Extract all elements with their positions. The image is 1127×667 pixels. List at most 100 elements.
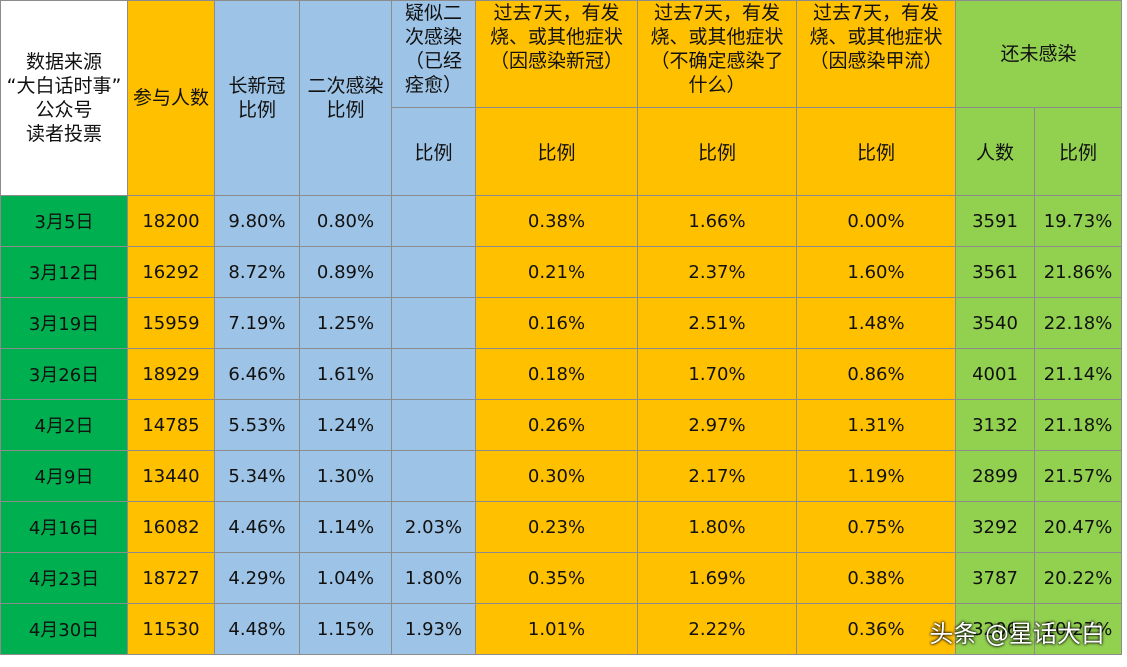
data-cell: 8.72% xyxy=(214,246,300,298)
data-cell xyxy=(391,399,476,451)
data-cell: 1.60% xyxy=(796,246,956,298)
header-line: 过去7天，有发 xyxy=(493,2,620,24)
data-cell: 1.61% xyxy=(299,348,392,400)
data-cell: 5.53% xyxy=(214,399,300,451)
data-cell: 2.37% xyxy=(637,246,797,298)
header-line: 烧、或其他症状 xyxy=(809,26,943,48)
data-cell: 4.46% xyxy=(214,501,300,553)
header-line: 读者投票 xyxy=(25,123,102,145)
header-cell: 数据来源 “大白话时事” 公众号 读者投票 xyxy=(0,0,128,196)
data-row: 4月9日 13440 5.34% 1.30% 0.30% 2.17% 1.19% 2899 21… xyxy=(0,450,1123,502)
data-cell: 4.48% xyxy=(214,603,300,655)
data-cell: 7.19% xyxy=(214,297,300,349)
header-line: 长新冠 xyxy=(228,75,286,97)
header-line: 烧、或其他症状 xyxy=(489,26,623,48)
data-cell: 1.80% xyxy=(391,552,476,604)
data-cell: 1.15% xyxy=(299,603,392,655)
data-cell xyxy=(391,450,476,502)
data-cell: 3月19日 xyxy=(0,297,128,349)
header-line: 烧、或其他症状 xyxy=(650,26,784,48)
header-cell: 人数 xyxy=(955,107,1035,196)
data-cell: 0.18% xyxy=(475,348,638,400)
data-cell: 1.80% xyxy=(637,501,797,553)
data-cell: 3540 xyxy=(955,297,1035,349)
data-cell: 0.30% xyxy=(475,450,638,502)
data-cell: 0.75% xyxy=(796,501,956,553)
header-line: 过去7天，有发 xyxy=(653,2,781,24)
data-cell: 21.86% xyxy=(1033,246,1123,298)
data-cell: 22.18% xyxy=(1033,297,1123,349)
data-cell: 2.17% xyxy=(637,450,797,502)
data-row: 4月16日 16082 4.46% 1.14% 2.03% 0.23% 1.80% 0.75%… xyxy=(0,501,1123,553)
data-cell: 0.36% xyxy=(796,603,956,655)
data-cell: 2.51% xyxy=(637,297,797,349)
header-cell: 还未感染 xyxy=(954,0,1123,108)
data-cell: 18929 xyxy=(127,348,215,400)
header-cell: 比例 xyxy=(391,107,476,196)
data-cell: 1.30% xyxy=(299,450,392,502)
data-cell: 2.22% xyxy=(637,603,797,655)
data-table: 数据来源 “大白话时事” 公众号 读者投票 参与人数 长新冠 比例 二次感染 比例 疑似二 次感染（… xyxy=(0,0,1123,655)
data-cell: 2.03% xyxy=(391,501,476,553)
header-line: 比例 xyxy=(237,99,276,121)
data-cell: 21.14% xyxy=(1033,348,1123,400)
header-cell: 二次感染 比例 xyxy=(299,0,392,196)
header-row: 比例 比例 比例 比例 人数 比例 xyxy=(1,107,1123,196)
data-cell: 0.80% xyxy=(299,195,392,247)
header-cell: 比例 xyxy=(796,107,956,196)
data-cell: 3月12日 xyxy=(0,246,128,298)
header-cell: 比例 xyxy=(637,107,797,196)
header-cell: 参与人数 xyxy=(127,0,215,196)
data-cell: 19.73% xyxy=(1033,195,1123,247)
header-line: 疑似二 xyxy=(404,2,462,24)
data-cell: 1.19% xyxy=(796,450,956,502)
data-cell: 1.93% xyxy=(391,603,476,655)
data-cell: 1.66% xyxy=(637,195,797,247)
data-cell: 16292 xyxy=(127,246,215,298)
data-cell: 2899 xyxy=(955,450,1035,502)
data-cell: 20.47% xyxy=(1033,501,1123,553)
header-cell: 过去7天，有发 烧、或其他症状 （因感染新冠） xyxy=(475,0,638,108)
data-row: 4月2日 14785 5.53% 1.24% 0.26% 2.97% 1.31% 3132 21… xyxy=(0,399,1123,451)
data-cell: 1.25% xyxy=(299,297,392,349)
data-cell: 0.38% xyxy=(796,552,956,604)
data-cell: 6.46% xyxy=(214,348,300,400)
header-line: “大白话时事” xyxy=(6,75,122,97)
data-cell xyxy=(391,348,476,400)
data-row: 3月26日 18929 6.46% 1.61% 0.18% 1.70% 0.86% 4001 2… xyxy=(0,348,1123,400)
header-cell: 过去7天，有发 烧、或其他症状 （因感染甲流） xyxy=(796,0,956,108)
data-cell: 1.69% xyxy=(637,552,797,604)
data-cell: 4月23日 xyxy=(0,552,128,604)
header-line: （已经 xyxy=(404,50,462,72)
data-cell: 0.00% xyxy=(796,195,956,247)
data-cell: 4001 xyxy=(955,348,1035,400)
data-cell: 1.48% xyxy=(796,297,956,349)
header-line: 比例 xyxy=(326,99,365,121)
data-cell xyxy=(391,246,476,298)
data-cell: 3月5日 xyxy=(0,195,128,247)
data-cell: 3292 xyxy=(955,501,1035,553)
data-cell: 0.38% xyxy=(475,195,638,247)
data-cell: 0.16% xyxy=(475,297,638,349)
data-row: 3月12日 16292 8.72% 0.89% 0.21% 2.37% 1.60% 3561 2… xyxy=(0,246,1123,298)
data-cell: 0.21% xyxy=(475,246,638,298)
data-cell: 5.34% xyxy=(214,450,300,502)
header-cell: 疑似二 次感染 （已经 痊愈） xyxy=(391,0,476,108)
data-cell: 3206 xyxy=(955,603,1035,655)
data-row: 3月19日 15959 7.19% 1.25% 0.16% 2.51% 1.48% 3540 2… xyxy=(0,297,1123,349)
header-line: （因感染甲流） xyxy=(809,50,943,72)
data-cell: 4月9日 xyxy=(0,450,128,502)
header-line: 痊愈） xyxy=(404,74,462,96)
data-cell: 1.70% xyxy=(637,348,797,400)
data-cell: 18727 xyxy=(127,552,215,604)
header-line: 公众号 xyxy=(35,99,93,121)
data-cell: 1.31% xyxy=(796,399,956,451)
data-cell xyxy=(391,297,476,349)
data-cell: 20.27% xyxy=(1033,603,1123,655)
data-cell: 20.22% xyxy=(1033,552,1123,604)
data-cell: 4月2日 xyxy=(0,399,128,451)
data-cell: 11530 xyxy=(127,603,215,655)
data-cell: 3591 xyxy=(955,195,1035,247)
data-cell: 21.57% xyxy=(1033,450,1123,502)
